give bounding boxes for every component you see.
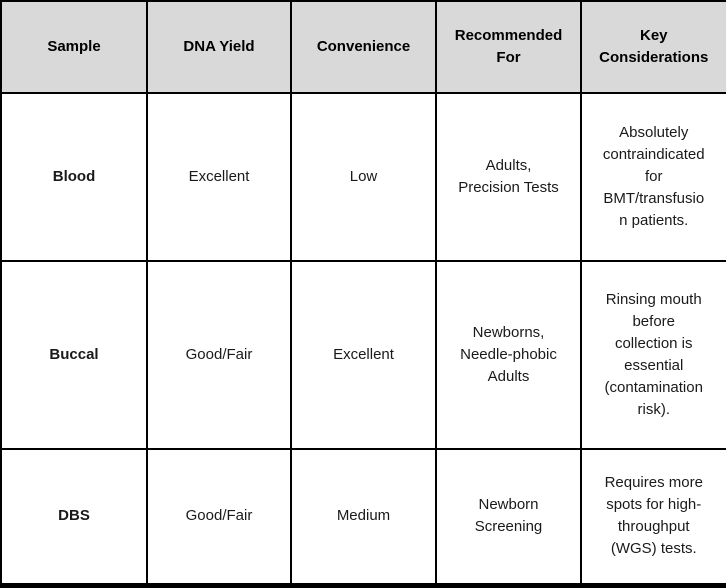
table-row-dbs: DBS Good/Fair Medium Newborn Screening R… (0, 447, 726, 587)
cell-recommended-for: Newborns, Needle-phobic Adults (435, 259, 582, 450)
cell-convenience: Low (290, 92, 437, 262)
header-convenience: Convenience (290, 0, 437, 94)
cell-key-considerations: Requires more spots for high- throughput… (580, 447, 726, 587)
cell-convenience: Medium (290, 447, 437, 587)
cell-sample: Buccal (0, 259, 148, 450)
cell-dna-yield: Good/Fair (146, 259, 292, 450)
header-dna-yield: DNA Yield (146, 0, 292, 94)
cell-key-considerations: Rinsing mouth before collection is essen… (580, 259, 726, 450)
cell-dna-yield: Excellent (146, 92, 292, 262)
cell-dna-yield: Good/Fair (146, 447, 292, 587)
header-recommended-for: Recommended For (435, 0, 582, 94)
cell-key-considerations: Absolutely contraindicated for BMT/trans… (580, 92, 726, 262)
header-row: Sample DNA Yield Convenience Recommended… (0, 0, 726, 94)
cell-convenience: Excellent (290, 259, 437, 450)
cell-sample: DBS (0, 447, 148, 587)
cell-sample: Blood (0, 92, 148, 262)
header-key-considerations: Key Considerations (580, 0, 726, 94)
table-row-blood: Blood Excellent Low Adults, Precision Te… (0, 92, 726, 262)
table-row-buccal: Buccal Good/Fair Excellent Newborns, Nee… (0, 259, 726, 450)
header-sample: Sample (0, 0, 148, 94)
cell-recommended-for: Newborn Screening (435, 447, 582, 587)
cell-recommended-for: Adults, Precision Tests (435, 92, 582, 262)
